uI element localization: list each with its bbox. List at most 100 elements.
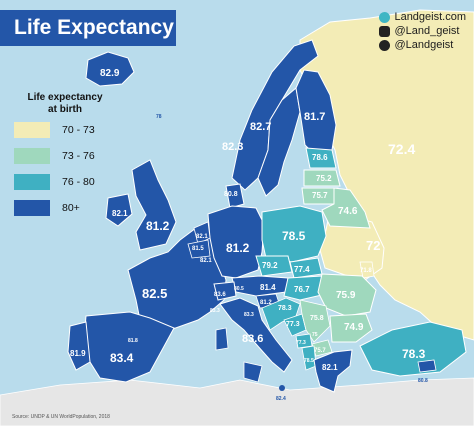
country-latvia <box>303 169 341 187</box>
legend-label: 76 - 80 <box>62 176 95 188</box>
label-poland: 78.5 <box>282 229 306 243</box>
label-serbia: 75.8 <box>310 315 324 322</box>
label-ukraine: 72 <box>366 238 380 253</box>
legend: Life expectancy at birth 70 - 73 73 - 76… <box>10 92 120 220</box>
globe-icon <box>379 11 391 23</box>
label-montenegro: 77.3 <box>296 340 306 346</box>
country-moldova <box>359 261 375 279</box>
label-cyprus: 80.8 <box>418 378 428 384</box>
country-poland <box>261 205 327 263</box>
label-germany: 81.2 <box>226 241 250 255</box>
label-romania: 75.9 <box>336 290 356 301</box>
label-norway: 82.7 <box>250 121 271 133</box>
country-malta <box>279 385 285 391</box>
label-liechtenstein: 80.5 <box>234 286 244 292</box>
label-uk: 81.2 <box>146 219 170 233</box>
legend-item: 70 - 73 <box>10 118 120 142</box>
label-switzerland: 83.6 <box>214 292 226 298</box>
label-macedonia: 75.7 <box>314 348 326 354</box>
country-belarus <box>321 187 371 229</box>
legend-swatch-80-plus <box>14 200 50 216</box>
twitter-icon <box>379 39 391 51</box>
label-turkey: 78.3 <box>402 347 426 361</box>
credit-twitter: @Landgeist <box>379 38 466 52</box>
label-czech: 79.2 <box>262 261 278 270</box>
label-france: 82.5 <box>142 286 167 301</box>
country-netherlands <box>193 221 211 245</box>
credit-website-text: Landgeist.com <box>394 11 466 23</box>
label-bosnia: 77.3 <box>286 321 300 328</box>
label-andorra: 81.8 <box>128 338 138 344</box>
value-labels: 82.9 82.7 82.3 81.7 72.4 78.6 75.2 75.7 … <box>70 68 428 402</box>
country-serbia <box>299 299 331 343</box>
label-netherlands: 82.1 <box>196 234 208 240</box>
instagram-icon <box>379 25 391 37</box>
credit-instagram: @Land_geist <box>379 24 466 38</box>
island-sicily <box>243 361 263 383</box>
credit-instagram-text: @Land_geist <box>394 25 460 37</box>
label-ireland: 82.1 <box>112 209 128 218</box>
label-albania: 78.5 <box>304 358 314 364</box>
legend-label: 73 - 76 <box>62 150 95 162</box>
credit-twitter-text: @Landgeist <box>394 39 454 51</box>
label-kosovo: 75 <box>312 332 318 338</box>
label-denmark: 80.8 <box>224 191 238 198</box>
label-belgium: 81.5 <box>192 246 204 252</box>
country-portugal <box>67 321 91 371</box>
legend-swatch-73-76 <box>14 148 50 164</box>
country-ireland <box>105 193 133 227</box>
label-austria: 81.4 <box>260 283 276 292</box>
country-bulgaria <box>329 313 373 343</box>
country-italy <box>219 297 293 373</box>
island-sardinia <box>215 327 229 351</box>
legend-swatch-76-80 <box>14 174 50 190</box>
credits: Landgeist.com @Land_geist @Landgeist <box>379 10 466 52</box>
country-uk <box>131 159 177 251</box>
label-malta: 82.4 <box>276 396 286 402</box>
legend-title-line2: at birth <box>48 104 82 115</box>
country-belgium <box>187 239 211 259</box>
label-iceland: 82.9 <box>100 68 120 79</box>
legend-item: 76 - 80 <box>10 170 120 194</box>
credit-website: Landgeist.com <box>379 10 466 24</box>
label-croatia: 78.3 <box>278 305 292 312</box>
label-latvia: 75.2 <box>316 174 332 183</box>
label-portugal: 81.9 <box>70 349 86 358</box>
label-faroe: 78 <box>156 114 162 120</box>
source-note: Source: UNDP & UN WorldPopulation, 2018 <box>12 414 110 420</box>
country-hungary <box>283 275 327 301</box>
label-russia: 72.4 <box>388 141 415 157</box>
label-belarus: 74.6 <box>338 206 358 217</box>
legend-label: 80+ <box>62 202 80 214</box>
country-switzerland <box>213 281 237 301</box>
label-greece: 82.1 <box>322 363 338 372</box>
legend-title-line1: Life expectancy <box>27 92 103 103</box>
label-slovenia: 81.2 <box>260 300 272 306</box>
country-estonia <box>305 147 337 169</box>
label-italy: 83.6 <box>242 333 263 345</box>
label-finland: 81.7 <box>304 111 325 123</box>
country-turkey <box>359 321 467 377</box>
label-san-marino: 83.3 <box>244 312 254 318</box>
country-denmark <box>225 183 245 209</box>
legend-item: 80+ <box>10 196 120 220</box>
label-slovakia: 77.4 <box>294 265 310 274</box>
label-bulgaria: 74.9 <box>344 322 364 333</box>
country-iceland <box>85 51 135 87</box>
legend-label: 70 - 73 <box>62 124 95 136</box>
label-moldova: 71.8 <box>360 268 372 274</box>
map-title: Life Expectancy <box>14 16 174 39</box>
label-spain: 83.4 <box>110 351 134 365</box>
label-estonia: 78.6 <box>312 153 328 162</box>
label-hungary: 76.7 <box>294 285 310 294</box>
label-sweden: 82.3 <box>222 141 243 153</box>
legend-swatch-70-73 <box>14 122 50 138</box>
legend-item: 73 - 76 <box>10 144 120 168</box>
label-lithuania: 75.7 <box>312 191 328 200</box>
title-banner: Life Expectancy <box>0 10 176 46</box>
label-luxembourg: 82.1 <box>200 258 212 264</box>
country-germany <box>207 205 265 279</box>
label-monaco: 83.3 <box>210 308 220 314</box>
